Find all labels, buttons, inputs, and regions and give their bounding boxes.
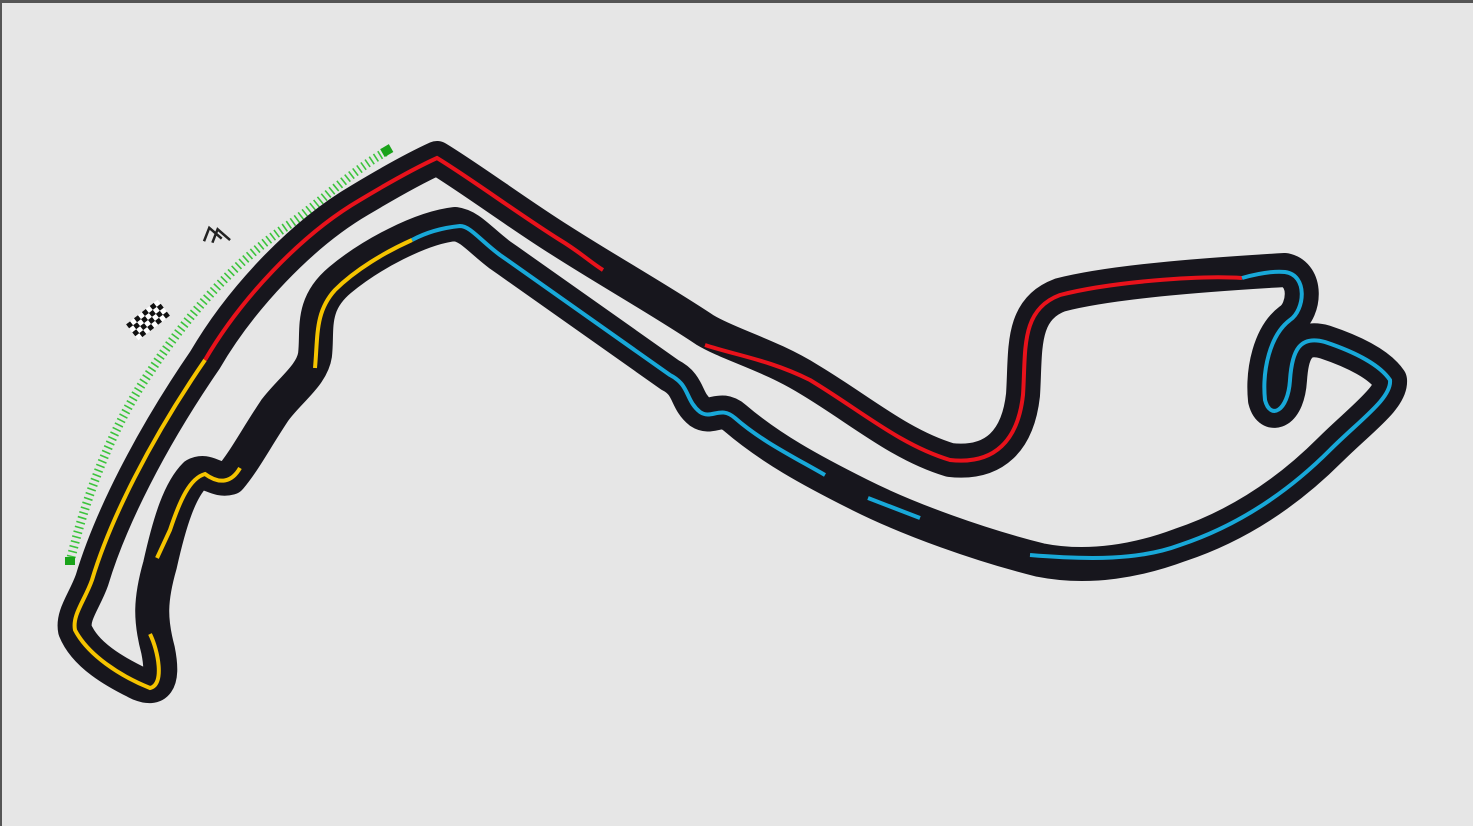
sector-yellow <box>155 466 242 559</box>
top-border <box>0 0 1473 3</box>
finish-flag <box>126 299 170 341</box>
start-zone-end <box>65 557 75 565</box>
sector-blue <box>867 496 921 520</box>
start-zone-end <box>380 144 394 157</box>
start-zone <box>65 147 390 564</box>
direction-arrow <box>202 225 231 244</box>
sector-blue <box>1029 269 1393 560</box>
sector-yellow <box>313 238 413 369</box>
left-border <box>0 0 2 826</box>
sector-blue <box>411 223 826 477</box>
sector-yellow <box>72 358 207 691</box>
sector-red <box>203 155 605 362</box>
sector-red <box>704 275 1243 463</box>
